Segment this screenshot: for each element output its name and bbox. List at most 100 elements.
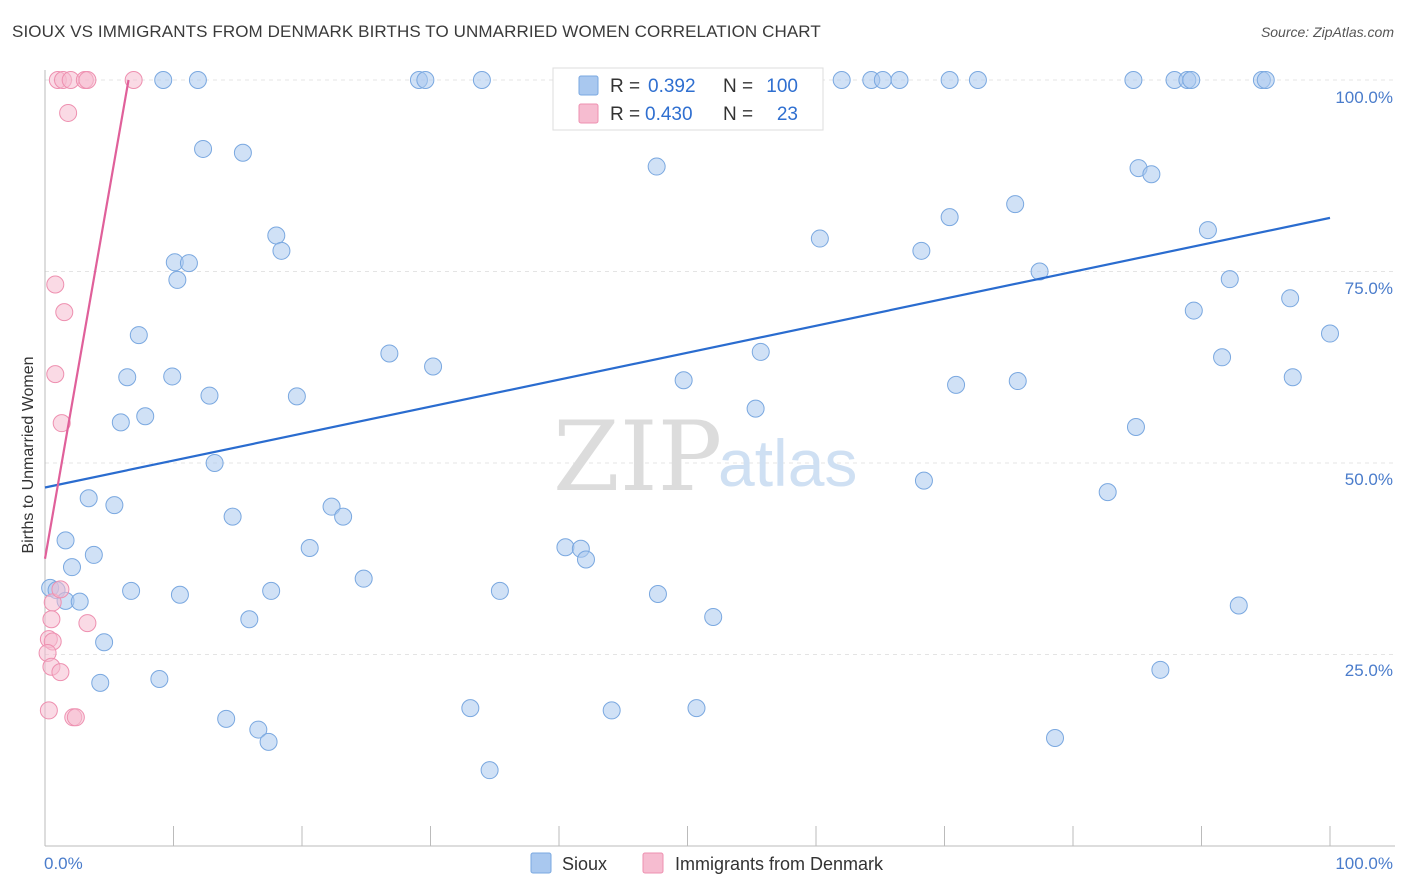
scatter-point	[42, 610, 61, 629]
scatter-point	[1124, 71, 1143, 89]
scatter-point	[1151, 660, 1170, 679]
scatter-point	[154, 71, 173, 89]
x-tick-label-min: 0.0%	[44, 854, 83, 873]
scatter-point	[751, 342, 770, 361]
scatter-point	[129, 326, 148, 345]
scatter-point	[217, 709, 236, 728]
scatter-point	[78, 71, 97, 89]
scatter-point	[168, 270, 187, 289]
scatter-point	[322, 497, 341, 516]
scatter-point	[78, 614, 97, 633]
scatter-point	[55, 303, 74, 322]
scatter-point	[1213, 348, 1232, 367]
scatter-point	[56, 531, 75, 550]
series-legend: Sioux Immigrants from Denmark	[530, 852, 884, 874]
scatter-point	[832, 71, 851, 89]
scatter-point	[968, 71, 987, 89]
scatter-point	[354, 569, 373, 588]
scatter-point	[84, 545, 103, 564]
scatter-point	[380, 344, 399, 363]
scatter-point	[249, 720, 268, 739]
scatter-point	[416, 71, 435, 89]
bottom-legend-denmark: Immigrants from Denmark	[675, 854, 884, 874]
scatter-point	[602, 701, 621, 720]
legend-n-label: N =	[723, 104, 753, 125]
legend-swatch-sioux	[578, 75, 599, 96]
y-tick-label: 50.0%	[1345, 470, 1393, 489]
trend-line	[44, 216, 1331, 489]
scatter-point	[52, 414, 71, 433]
scatter-point	[46, 365, 65, 384]
sioux-points	[41, 71, 1339, 780]
scatter-point	[1198, 221, 1217, 240]
scatter-point	[940, 208, 959, 227]
scatter-point	[194, 139, 213, 158]
scatter-point	[95, 633, 114, 652]
y-tick-label: 100.0%	[1335, 88, 1393, 107]
scatter-point	[1184, 301, 1203, 320]
scatter-point	[1006, 195, 1025, 214]
scatter-point	[334, 507, 353, 526]
scatter-point	[122, 581, 141, 600]
grid-lines	[45, 79, 1395, 655]
scatter-point	[111, 413, 130, 432]
scatter-point	[200, 386, 219, 405]
legend-r-value: 0.430	[645, 104, 693, 125]
scatter-point	[150, 670, 169, 689]
bottom-legend-sioux: Sioux	[562, 854, 607, 874]
scatter-point	[1098, 483, 1117, 502]
chart-title: SIOUX VS IMMIGRANTS FROM DENMARK BIRTHS …	[12, 22, 821, 41]
scatter-point	[1126, 417, 1145, 436]
scatter-point	[647, 157, 666, 176]
scatter-point	[912, 241, 931, 260]
scatter-point	[62, 558, 81, 577]
bottom-legend-swatch-denmark	[642, 852, 664, 874]
scatter-point	[424, 357, 443, 376]
scatter-point	[188, 71, 207, 89]
y-tick-label: 25.0%	[1345, 661, 1393, 680]
bottom-legend-swatch-sioux	[530, 852, 552, 874]
scatter-point	[287, 387, 306, 406]
scatter-point	[233, 143, 252, 162]
scatter-point	[118, 368, 137, 387]
x-tick-label-max: 100.0%	[1335, 854, 1393, 873]
scatter-point	[940, 71, 959, 89]
scatter-point	[947, 375, 966, 394]
denmark-points	[38, 71, 143, 727]
scatter-point	[1142, 165, 1161, 184]
scatter-point	[262, 581, 281, 600]
legend-n-label: N =	[723, 76, 753, 97]
scatter-point	[472, 71, 491, 89]
scatter-point	[163, 367, 182, 386]
legend-r-label: R =	[610, 104, 640, 125]
scatter-point	[205, 454, 224, 472]
y-tick-label: 75.0%	[1345, 279, 1393, 298]
scatter-point	[1283, 368, 1302, 387]
scatter-point	[267, 226, 286, 245]
scatter-point	[1030, 262, 1049, 281]
scatter-point	[461, 699, 480, 718]
scatter-point	[810, 229, 829, 248]
scatter-point	[170, 585, 189, 604]
scatter-point	[91, 673, 110, 692]
source-label: Source: ZipAtlas.com	[1260, 24, 1394, 40]
scatter-point	[59, 103, 78, 122]
scatter-point	[39, 701, 58, 720]
trend-lines	[43, 79, 1331, 559]
scatter-point	[300, 539, 319, 558]
watermark-zip: ZIP	[553, 401, 722, 513]
scatter-point	[480, 761, 499, 780]
scatter-point	[1046, 728, 1065, 747]
legend-n-value: 23	[777, 104, 798, 125]
scatter-point	[746, 399, 765, 418]
scatter-point	[576, 550, 595, 569]
scatter-point	[648, 584, 667, 603]
scatter-point	[1321, 324, 1339, 343]
scatter-point	[914, 471, 933, 490]
scatter-point	[79, 489, 98, 508]
scatter-point	[1182, 71, 1201, 89]
scatter-point	[51, 580, 70, 599]
legend-swatch-denmark	[578, 103, 599, 124]
scatter-point	[890, 71, 909, 89]
